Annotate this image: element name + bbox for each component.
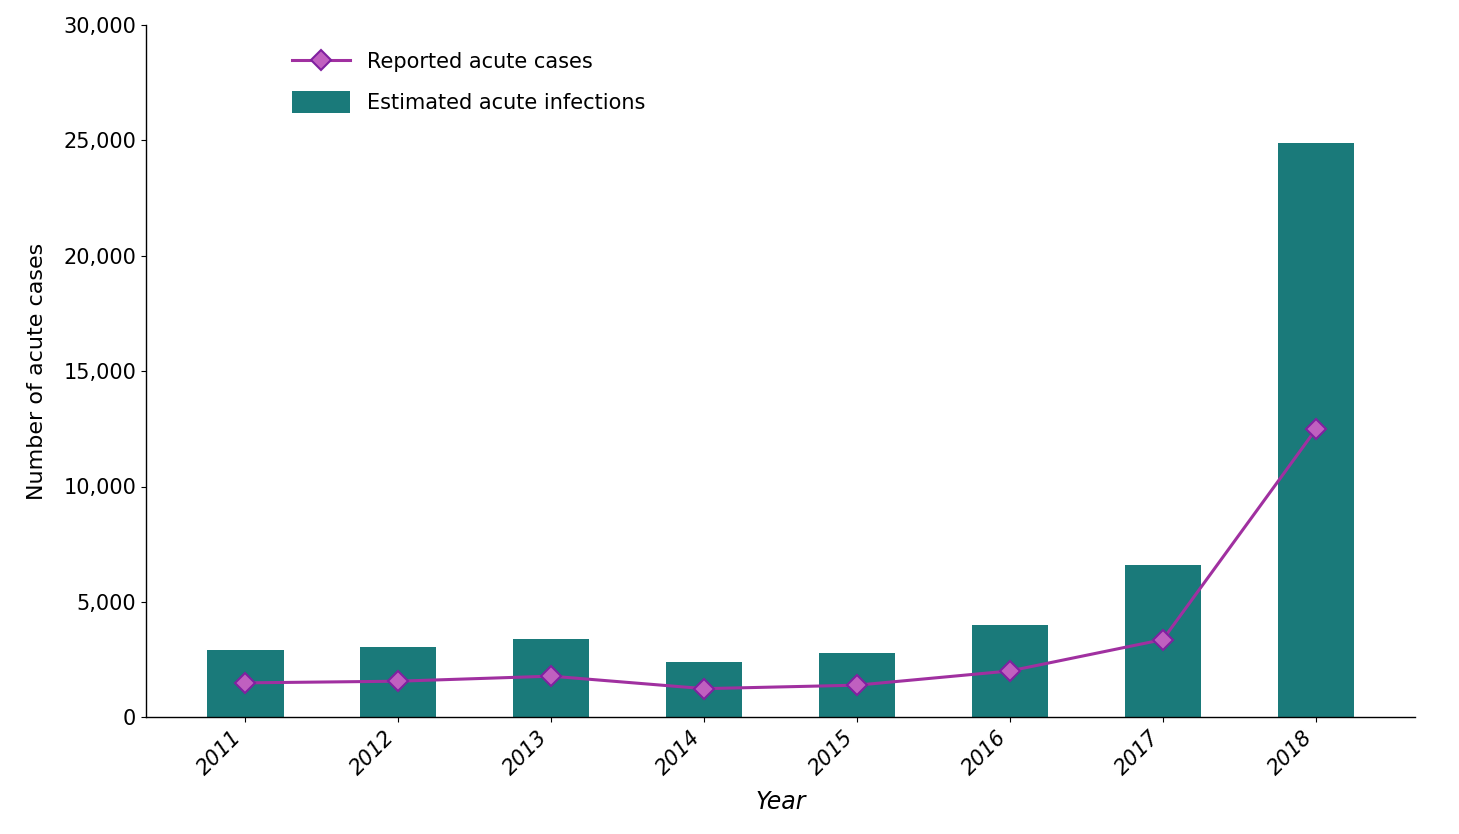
Reported acute cases: [1154, 635, 1172, 645]
Bar: [818, 653, 896, 717]
Line: Reported acute cases: Reported acute cases: [238, 423, 1323, 696]
X-axis label: Year: Year: [756, 791, 805, 814]
Reported acute cases: [848, 681, 865, 691]
Reported acute cases: [390, 676, 407, 686]
Reported acute cases: [696, 684, 713, 694]
Bar: [1125, 565, 1201, 717]
Bar: [360, 647, 436, 717]
Bar: [972, 625, 1048, 717]
Bar: [207, 651, 283, 717]
Legend: Reported acute cases, Estimated acute infections: Reported acute cases, Estimated acute in…: [283, 43, 654, 121]
Y-axis label: Number of acute cases: Number of acute cases: [26, 243, 47, 500]
Bar: [1278, 143, 1354, 717]
Bar: [514, 639, 589, 717]
Reported acute cases: [1001, 666, 1018, 676]
Reported acute cases: [543, 671, 560, 681]
Reported acute cases: [236, 678, 254, 688]
Reported acute cases: [1307, 425, 1325, 435]
Bar: [665, 662, 743, 717]
